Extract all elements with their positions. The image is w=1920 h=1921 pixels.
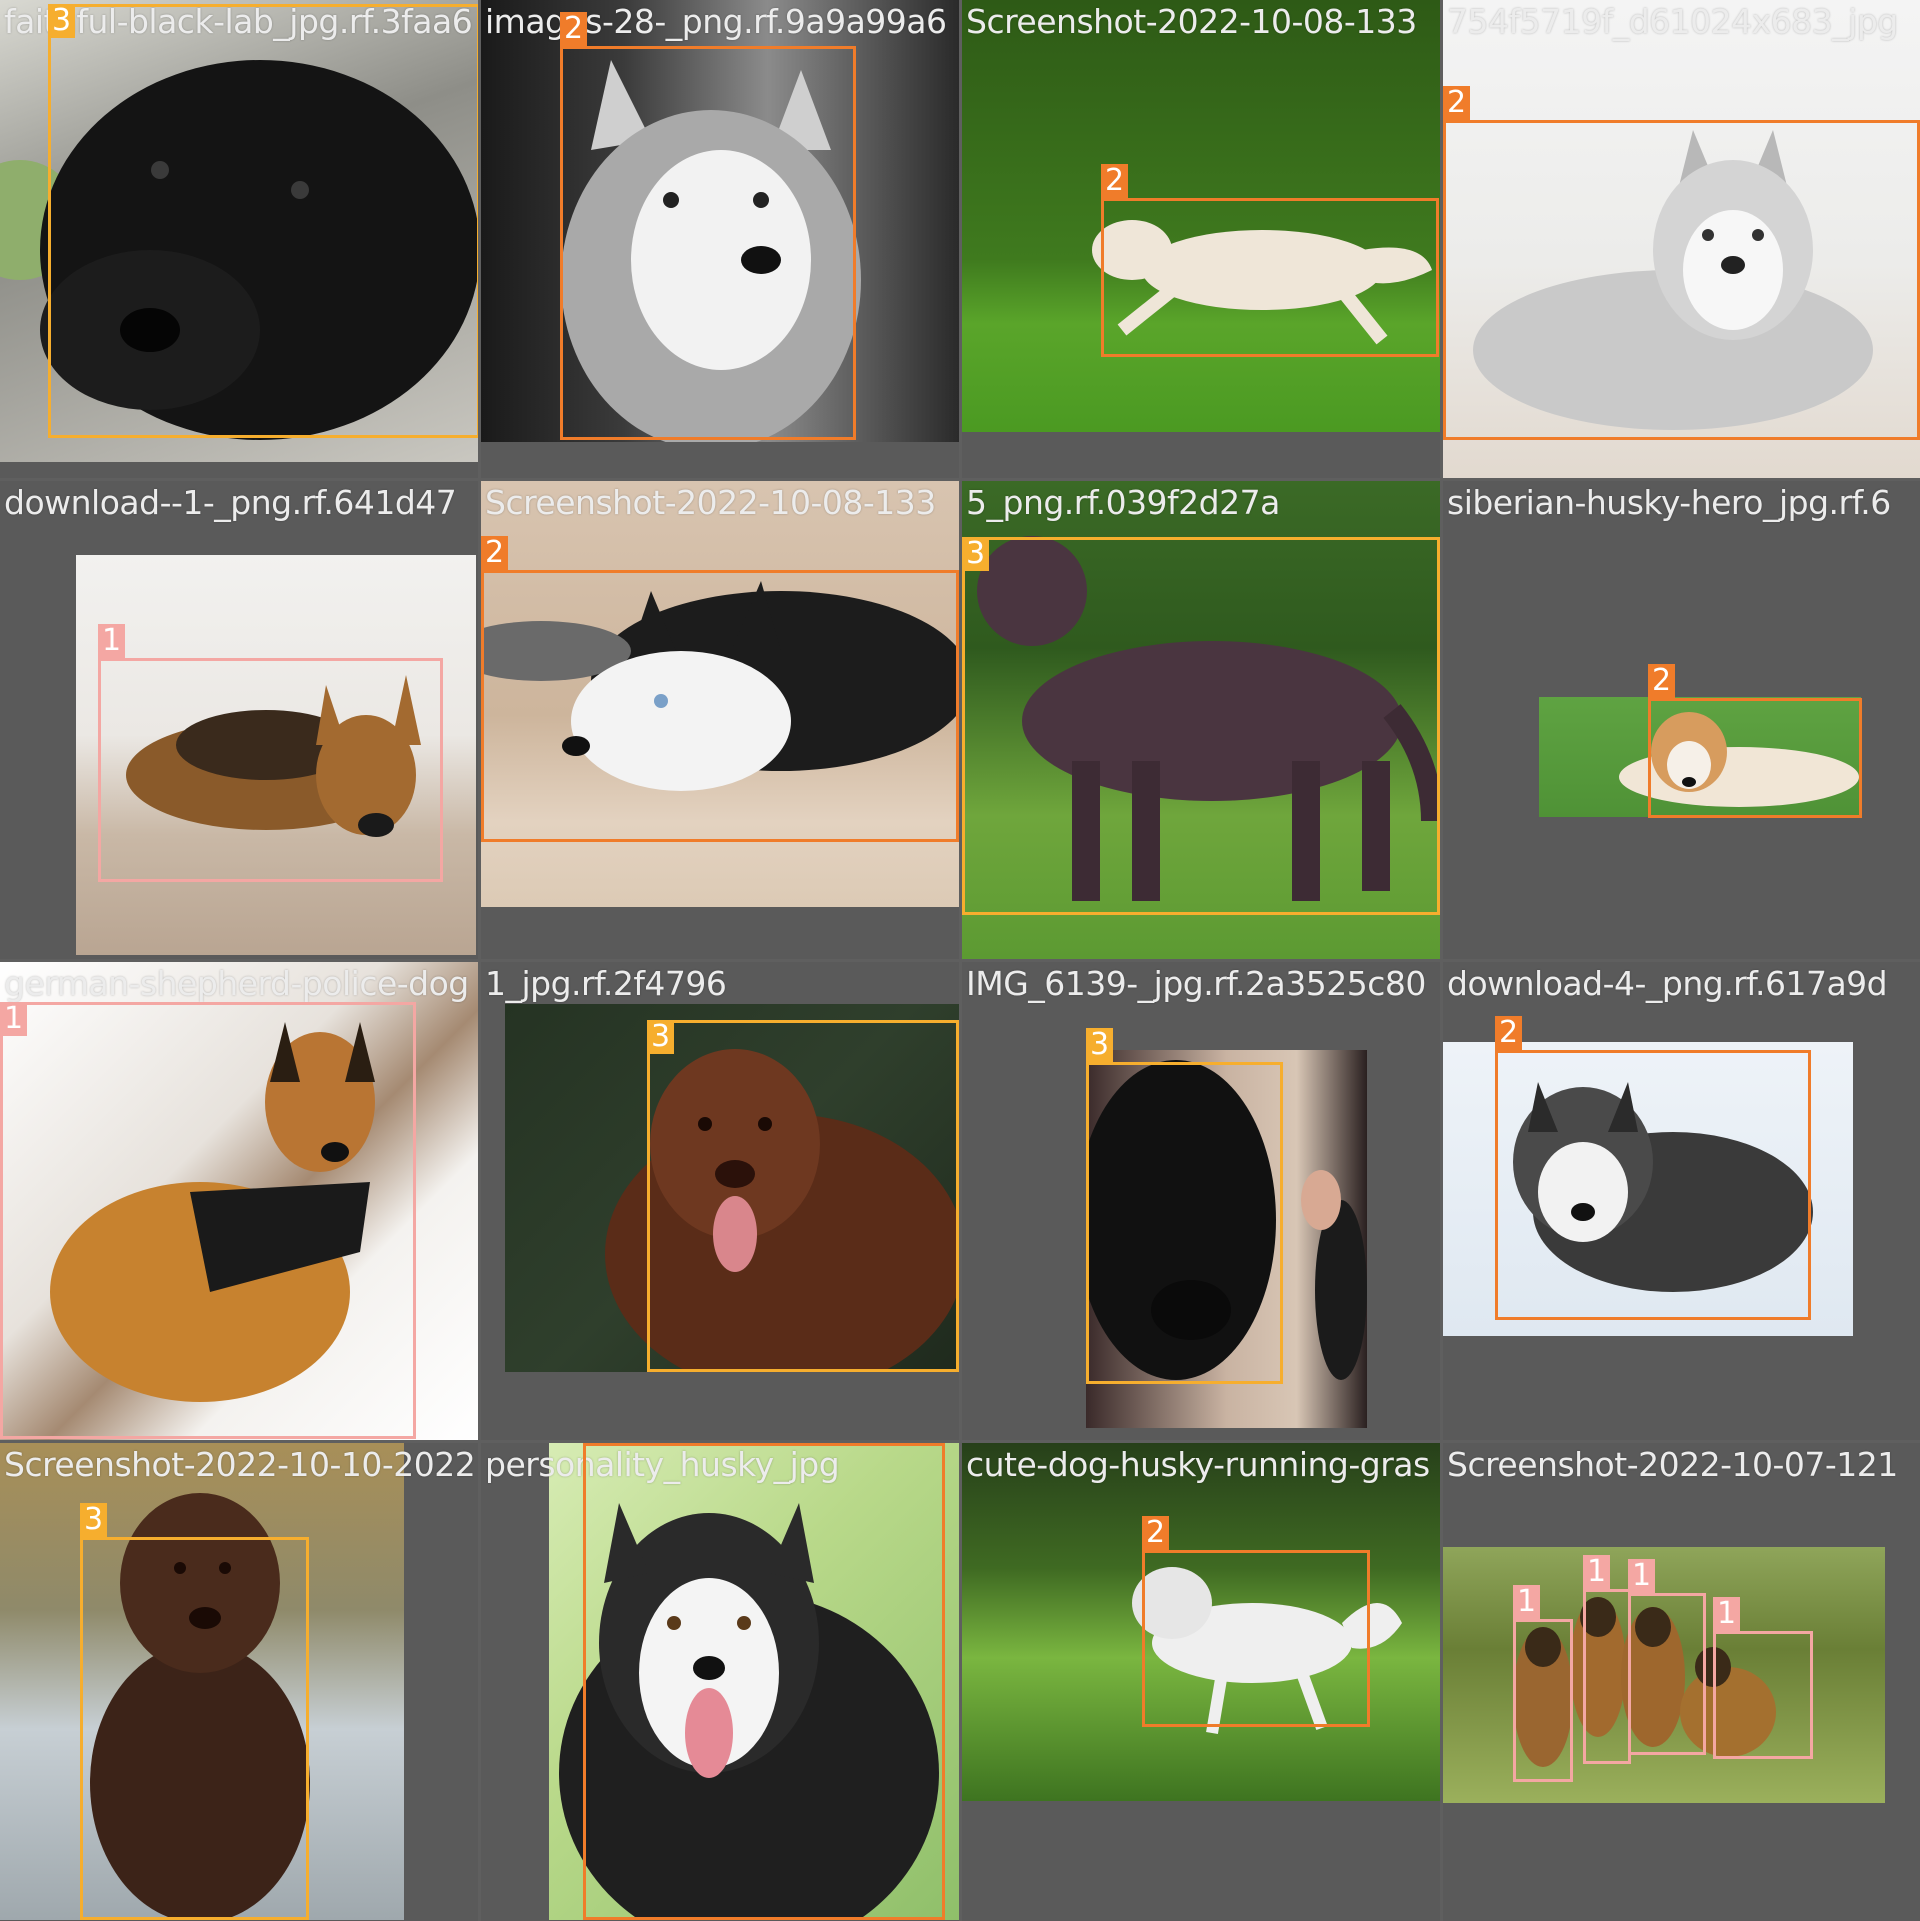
photo-husky-couch [481,481,959,907]
tile-15: 2 cute-dog-husky-running-gras [962,1443,1440,1921]
tile-caption: german-shepherd-police-dog [4,964,469,1003]
bbox-class-2: 2 [481,536,959,842]
tile-caption: IMG_6139-_jpg.rf.2a3525c80 [966,964,1426,1003]
bbox-class-1: 1 [1713,1597,1813,1759]
police-shepherd-silhouette [50,1022,375,1402]
running-husky-silhouette [1092,220,1432,345]
bbox-label: 2 [1443,86,1471,120]
bbox-label: 2 [560,12,588,46]
standing-lab-silhouette [977,536,1440,901]
bbox-label: 1 [1628,1559,1656,1593]
black-lab-silhouette [0,60,478,440]
bbox-class-2: 2 [1443,86,1920,440]
bbox-class-1: 1 [0,1002,416,1439]
bbox-class-3: 3 [647,1020,959,1372]
shepherd-silhouette [126,675,421,837]
tile-3: 2 Screenshot-2022-10-08-133 [962,0,1440,478]
bbox-label: 2 [1101,164,1129,198]
bbox-label: 2 [1648,664,1676,698]
husky-silhouette [561,60,861,442]
tile-caption: 754f5719f_d61024x683_jpg [1447,2,1898,41]
tile-caption: 5_png.rf.039f2d27a [966,483,1280,522]
bbox-class-1: 1 [98,624,443,882]
bbox-label: 1 [0,1002,28,1036]
tile-13: 3 Screenshot-2022-10-10-2022 [0,1443,478,1921]
bbox-label: 1 [1713,1597,1741,1631]
bbox-class-2: 2 [1648,664,1862,818]
bbox-label: 3 [962,537,990,571]
tile-4: 2 754f5719f_d61024x683_jpg [1443,0,1920,478]
park-husky-silhouette [1132,1567,1402,1734]
photo-husky-running-hedge [962,0,1440,432]
tile-5: 1 download--1-_png.rf.641d47 [0,481,478,959]
bbox-class-1: 1 [1628,1559,1706,1755]
tile-caption: cute-dog-husky-running-gras [966,1445,1430,1484]
bbox-label: 2 [481,536,509,570]
tile-6: 2 Screenshot-2022-10-08-133 [481,481,959,959]
lying-husky-silhouette [1473,130,1873,430]
tile-14: 2 personality_husky_jpg [481,1443,959,1921]
bbox-class-1: 1 [1583,1555,1631,1764]
bbox-class-3: 3 [48,4,478,438]
tile-1: 3 faithful-black-lab_jpg.rf.3faa6 [0,0,478,478]
tile-caption: siberian-husky-hero_jpg.rf.6 [1447,483,1891,522]
photo-police-shepherd [0,962,478,1440]
bbox-class-2: 2 [560,12,856,440]
small-husky-silhouette [1619,712,1859,807]
couch-husky-silhouette [481,581,959,791]
photo-black-lab-stairs [1086,1050,1367,1428]
tile-2: 2 images-28-_png.rf.9a9a99a6 [481,0,959,478]
photo-husky-grass-small [1539,697,1861,817]
tile-8: 2 siberian-husky-hero_jpg.rf.6 [1443,481,1920,959]
bbox-label: 3 [1086,1028,1114,1062]
bbox-label: 3 [80,1503,108,1537]
bbox-label: 3 [647,1020,675,1054]
photo-husky-snow [1443,1042,1853,1336]
bbox-label: 1 [98,624,126,658]
chocolate-lab-portrait-silhouette [605,1049,959,1372]
husky-portrait-silhouette [559,1503,939,1920]
tile-caption: Screenshot-2022-10-08-133 [966,2,1417,41]
tile-caption: faithful-black-lab_jpg.rf.3faa6 [4,2,473,41]
tile-caption: images-28-_png.rf.9a9a99a6 [485,2,947,41]
tile-caption: Screenshot-2022-10-10-2022 [4,1445,476,1484]
tile-caption: download-4-_png.rf.617a9d [1447,964,1888,1003]
tile-12: 2 download-4-_png.rf.617a9d [1443,962,1920,1440]
bbox-class-2: 2 [1142,1516,1370,1727]
bbox-label: 2 [1142,1516,1170,1550]
tile-caption: 1_jpg.rf.2f4796 [485,964,727,1003]
bbox-class-2: 2 [583,1443,945,1920]
bbox-label: 2 [1495,1016,1523,1050]
photo-chocolate-lab-standing [962,481,1440,959]
snow-husky-silhouette [1513,1082,1813,1292]
photo-german-shepherd-floor [76,555,476,955]
tile-10: 3 1_jpg.rf.2f4796 [481,962,959,1440]
photo-husky-portrait-green [549,1443,959,1920]
bbox-label: 1 [1583,1555,1611,1589]
photo-husky-lying [1443,0,1920,478]
bbox-label: 1 [1513,1585,1541,1619]
tile-11: 3 IMG_6139-_jpg.rf.2a3525c80 [962,962,1440,1440]
bbox-class-3: 3 [962,537,1440,915]
tile-caption: download--1-_png.rf.641d47 [4,483,457,522]
bbox-class-1: 1 [1513,1585,1573,1782]
tile-9: 1 german-shepherd-police-dog [0,962,478,1440]
photo-chocolate-lab-portrait [505,1004,959,1372]
bbox-class-2: 2 [1101,164,1439,357]
tile-7: 3 5_png.rf.039f2d27a [962,481,1440,959]
photo-husky-running-park [962,1443,1440,1801]
tile-caption: Screenshot-2022-10-08-133 [485,483,936,522]
photo-black-lab [0,0,478,462]
bbox-class-3: 3 [80,1503,309,1920]
black-lab-stairs-silhouette [1086,1060,1367,1380]
tile-caption: personality_husky_jpg [485,1445,840,1484]
tile-caption: Screenshot-2022-10-07-121 [1447,1445,1898,1484]
bbox-label: 3 [48,4,76,38]
bbox-class-2: 2 [1495,1016,1811,1320]
tile-16: 1 1 1 1 Screenshot-2022-10-07-121 [1443,1443,1920,1921]
bbox-class-3: 3 [1086,1028,1283,1384]
